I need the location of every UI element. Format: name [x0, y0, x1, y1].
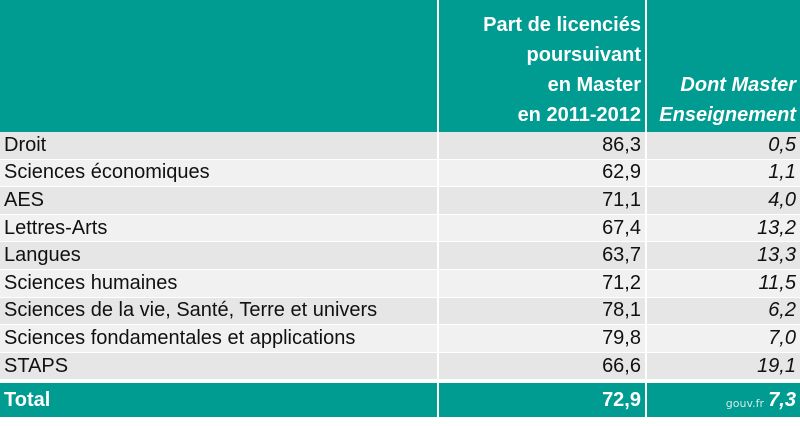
row-dont: 0,5 [645, 132, 800, 160]
row-label: Sciences humaines [0, 269, 438, 298]
total-row: Total 72,9 7,3 [0, 379, 800, 418]
total-dont: 7,3 [645, 379, 800, 418]
row-part: 63,7 [437, 241, 646, 270]
row-part: 62,9 [437, 159, 646, 188]
table-row: AES 71,1 4,0 [0, 186, 800, 215]
row-part: 78,1 [437, 297, 646, 326]
header-part-line: en 2011-2012 [517, 104, 641, 126]
row-dont: 19,1 [645, 352, 800, 382]
row-label: Sciences fondamentales et applications [0, 324, 438, 353]
table-header: Part de licenciés poursuivant en Master … [0, 0, 800, 132]
header-dont-line: Dont Master [680, 74, 796, 96]
row-dont: 7,0 [645, 324, 800, 353]
row-label: Sciences économiques [0, 159, 438, 188]
row-part: 86,3 [437, 132, 646, 160]
total-label: Total [0, 379, 438, 418]
row-label: Sciences de la vie, Santé, Terre et univ… [0, 297, 438, 326]
table-footer: Total 72,9 7,3 [0, 379, 800, 418]
watermark: gouv.fr [725, 397, 764, 410]
header-col-dont: Dont Master Enseignement [645, 0, 800, 132]
row-part: 71,2 [437, 269, 646, 298]
row-label: AES [0, 186, 438, 215]
row-label: STAPS [0, 352, 438, 382]
table-body: Droit 86,3 0,5 Sciences économiques 62,9… [0, 132, 800, 382]
row-part: 71,1 [437, 186, 646, 215]
row-dont: 1,1 [645, 159, 800, 188]
total-part: 72,9 [437, 379, 646, 418]
row-label: Lettres-Arts [0, 214, 438, 243]
row-dont: 6,2 [645, 297, 800, 326]
row-label: Droit [0, 132, 438, 160]
header-part-line: poursuivant [526, 44, 641, 66]
header-col-label [0, 0, 438, 132]
row-dont: 11,5 [645, 269, 800, 298]
table-row: Sciences fondamentales et applications 7… [0, 324, 800, 353]
header-part-line: Part de licenciés [483, 14, 641, 36]
row-dont: 13,3 [645, 241, 800, 270]
header-dont-line: Enseignement [659, 104, 796, 126]
row-part: 67,4 [437, 214, 646, 243]
table-row: Droit 86,3 0,5 [0, 132, 800, 160]
row-label: Langues [0, 241, 438, 270]
table-row: Sciences économiques 62,9 1,1 [0, 159, 800, 188]
table-row: Sciences humaines 71,2 11,5 [0, 269, 800, 298]
table-row: STAPS 66,6 19,1 [0, 352, 800, 382]
table-row: Lettres-Arts 67,4 13,2 [0, 214, 800, 243]
header-col-part: Part de licenciés poursuivant en Master … [437, 0, 646, 132]
row-part: 79,8 [437, 324, 646, 353]
header-part-line: en Master [547, 74, 641, 96]
row-dont: 13,2 [645, 214, 800, 243]
row-dont: 4,0 [645, 186, 800, 215]
row-part: 66,6 [437, 352, 646, 382]
table-row: Langues 63,7 13,3 [0, 241, 800, 270]
table-row: Sciences de la vie, Santé, Terre et univ… [0, 297, 800, 326]
